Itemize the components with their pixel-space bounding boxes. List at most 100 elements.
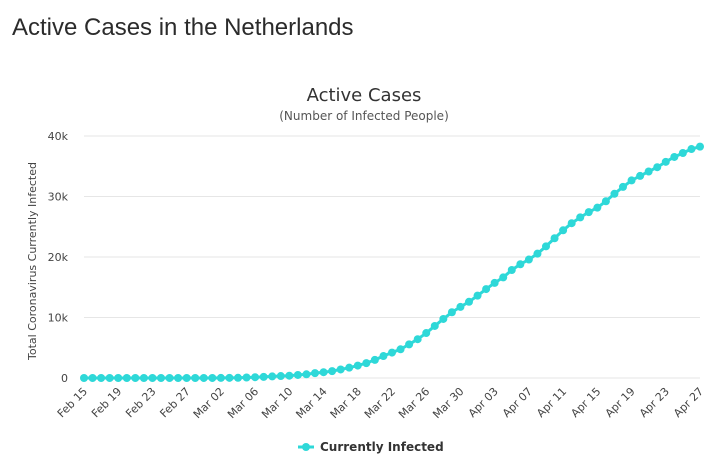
data-point[interactable] xyxy=(285,371,294,380)
y-tick-label: 10k xyxy=(48,312,69,325)
data-point[interactable] xyxy=(405,340,414,349)
data-point[interactable] xyxy=(139,374,148,382)
data-point[interactable] xyxy=(696,142,704,151)
data-point[interactable] xyxy=(678,149,687,158)
legend[interactable]: Currently Infected xyxy=(298,440,444,454)
data-point[interactable] xyxy=(542,242,550,251)
data-point[interactable] xyxy=(499,273,508,282)
data-point[interactable] xyxy=(439,314,448,323)
y-tick-label: 30k xyxy=(48,191,69,204)
data-point[interactable] xyxy=(507,266,516,275)
data-point[interactable] xyxy=(447,308,456,317)
data-point[interactable] xyxy=(114,374,123,382)
data-point[interactable] xyxy=(174,374,183,382)
data-point[interactable] xyxy=(653,163,662,172)
data-point[interactable] xyxy=(644,167,653,176)
data-point[interactable] xyxy=(465,297,473,306)
data-point[interactable] xyxy=(490,278,499,287)
data-point[interactable] xyxy=(473,291,482,300)
x-tick-label: Feb 23 xyxy=(123,385,158,420)
data-point[interactable] xyxy=(131,374,140,382)
data-point[interactable] xyxy=(319,368,328,377)
x-tick-label: Mar 22 xyxy=(362,385,398,421)
data-point[interactable] xyxy=(268,372,277,381)
x-tick-label: Apr 19 xyxy=(603,385,638,420)
data-point[interactable] xyxy=(97,374,106,382)
data-point[interactable] xyxy=(311,369,319,378)
y-tick-label: 0 xyxy=(61,372,68,385)
data-point[interactable] xyxy=(516,260,525,269)
data-point[interactable] xyxy=(584,208,593,217)
data-point[interactable] xyxy=(550,234,559,243)
data-point[interactable] xyxy=(430,321,439,330)
data-point[interactable] xyxy=(362,359,371,368)
data-point[interactable] xyxy=(482,285,491,294)
x-tick-label: Apr 23 xyxy=(637,385,672,420)
y-axis-ticks: 0 10k 20k 30k 40k xyxy=(48,130,69,385)
y-tick-label: 20k xyxy=(48,251,69,264)
data-point[interactable] xyxy=(576,213,585,222)
series-line xyxy=(82,145,702,380)
x-tick-label: Mar 02 xyxy=(191,385,227,421)
y-tick-label: 40k xyxy=(48,130,69,143)
data-point[interactable] xyxy=(80,374,88,382)
data-point[interactable] xyxy=(182,374,191,382)
series-currently-infected xyxy=(80,142,704,382)
x-tick-label: Mar 30 xyxy=(430,385,466,421)
data-point[interactable] xyxy=(345,363,354,372)
data-point[interactable] xyxy=(148,374,157,382)
data-point[interactable] xyxy=(165,374,174,382)
data-point[interactable] xyxy=(456,302,465,311)
data-point[interactable] xyxy=(234,373,242,382)
data-point[interactable] xyxy=(388,348,396,357)
data-point[interactable] xyxy=(353,361,362,370)
data-point[interactable] xyxy=(524,255,533,264)
data-point[interactable] xyxy=(627,176,636,185)
x-tick-label: Mar 06 xyxy=(225,385,261,421)
chart-subtitle: (Number of Infected People) xyxy=(279,109,449,123)
data-point[interactable] xyxy=(593,203,602,212)
data-point[interactable] xyxy=(661,157,670,166)
data-point[interactable] xyxy=(225,373,234,382)
page-title: Active Cases in the Netherlands xyxy=(12,14,354,41)
data-point[interactable] xyxy=(191,373,200,382)
data-point[interactable] xyxy=(370,355,379,364)
data-point[interactable] xyxy=(259,372,268,381)
data-point[interactable] xyxy=(122,374,131,382)
x-tick-label: Feb 27 xyxy=(157,385,192,420)
x-tick-label: Apr 15 xyxy=(568,385,603,420)
data-point[interactable] xyxy=(413,335,422,344)
x-tick-label: Feb 19 xyxy=(89,385,124,420)
data-point[interactable] xyxy=(328,367,337,376)
x-tick-label: Mar 14 xyxy=(293,385,329,421)
data-point[interactable] xyxy=(157,374,165,382)
data-point[interactable] xyxy=(251,373,260,382)
data-point[interactable] xyxy=(619,182,627,191)
data-point[interactable] xyxy=(610,189,619,198)
data-point[interactable] xyxy=(208,373,217,382)
data-point[interactable] xyxy=(559,226,568,235)
data-point[interactable] xyxy=(199,373,208,382)
data-point[interactable] xyxy=(687,145,696,154)
data-point[interactable] xyxy=(601,197,610,206)
data-point[interactable] xyxy=(293,370,302,379)
x-tick-label: Feb 15 xyxy=(55,385,90,420)
legend-label-currently-infected[interactable]: Currently Infected xyxy=(320,440,444,454)
data-point[interactable] xyxy=(670,152,679,161)
chart-title: Active Cases xyxy=(307,85,422,106)
data-point[interactable] xyxy=(216,373,225,382)
x-tick-label: Mar 18 xyxy=(328,385,364,421)
data-point[interactable] xyxy=(276,372,285,381)
data-point[interactable] xyxy=(302,370,311,379)
data-point[interactable] xyxy=(533,249,542,258)
data-point[interactable] xyxy=(636,171,645,180)
data-point[interactable] xyxy=(422,329,431,338)
data-point[interactable] xyxy=(88,374,97,382)
data-point[interactable] xyxy=(379,352,388,361)
data-point[interactable] xyxy=(242,373,251,382)
y-axis-title: Total Coronavirus Currently Infected xyxy=(26,162,39,361)
data-point[interactable] xyxy=(396,345,405,354)
data-point[interactable] xyxy=(336,365,345,374)
data-point[interactable] xyxy=(567,219,576,228)
data-point[interactable] xyxy=(105,374,114,382)
